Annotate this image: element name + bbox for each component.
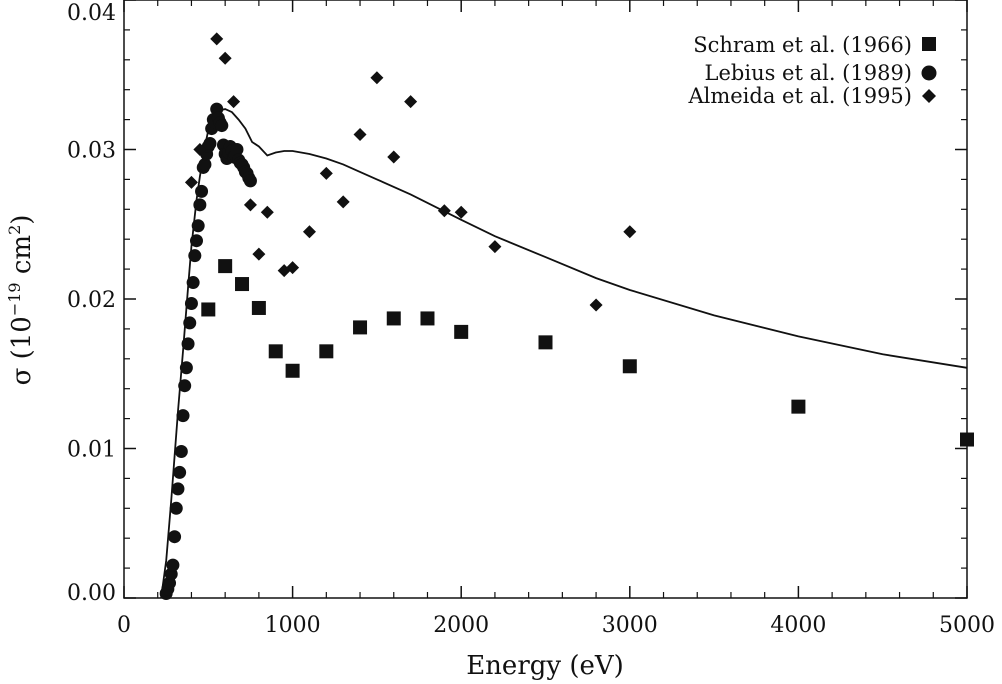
data-point-square [420,311,435,326]
data-point-square [235,277,250,292]
y-axis-title-main: σ (10 [7,316,37,385]
x-tick-label: 4000 [770,613,826,638]
data-point-circle [215,119,229,133]
data-point-diamond [286,261,300,275]
legend-label-almeida: Almeida et al. (1995) [687,84,912,108]
data-point-square [538,335,553,350]
x-tick-label: 0 [117,613,131,638]
y-axis-title-unit: cm [7,235,37,282]
data-point-circle [191,219,205,233]
data-point-diamond [387,150,401,164]
legend-marker-square [922,37,936,51]
data-point-circle [174,444,188,458]
data-point-circle [189,234,203,248]
data-point-diamond [353,128,367,142]
data-point-diamond [319,166,333,180]
data-point-circle [176,409,190,423]
legend-label-schram: Schram et al. (1966) [693,33,912,57]
data-point-circle [179,361,193,375]
data-point-diamond [243,198,257,212]
y-axis-title-exponent: −19 [5,282,24,316]
data-point-diamond [623,225,637,239]
model-curve [160,108,968,599]
legend-label-lebius: Lebius et al. (1989) [705,61,912,85]
data-point-diamond [210,32,224,46]
data-point-diamond [218,51,232,65]
legend-marker-circle [921,65,937,81]
data-point-circle [181,337,195,351]
data-point-diamond [370,71,384,85]
data-point-square [791,399,806,414]
data-point-square [454,324,469,339]
legend: Schram et al. (1966) Lebius et al. (1989… [687,33,937,108]
data-point-diamond [437,204,451,218]
data-point-square [218,259,233,274]
data-point-diamond [184,175,198,189]
data-point-circle [169,501,183,515]
y-axis-title: σ (10−19 cm2) [5,215,37,386]
x-tick-label: 5000 [939,613,995,638]
y-tick-label: 0.02 [67,288,116,313]
data-point-square [386,311,401,326]
data-points-layer [159,32,974,601]
x-tick-label: 1000 [265,613,321,638]
data-point-circle [195,184,209,198]
data-point-circle [186,276,200,290]
data-point-diamond [193,143,207,156]
y-tick-label: 0.01 [67,438,116,463]
data-point-square [319,344,334,359]
data-point-diamond [589,298,603,312]
y-axis-title-close: ) [7,215,37,225]
data-point-circle [203,137,217,151]
data-point-circle [173,465,187,479]
y-tick-label: 0.00 [67,581,116,606]
data-point-circle [243,174,257,188]
data-point-square [960,432,974,447]
model-curve-layer [160,108,968,599]
data-point-diamond [227,95,241,109]
data-point-circle [188,249,202,263]
data-point-diamond [252,247,266,261]
data-point-circle [168,530,182,544]
data-point-circle [171,482,185,496]
y-axis-title-unit-exponent: 2 [5,225,24,235]
data-point-diamond [336,195,350,209]
x-axis-title: Energy (eV) [466,651,624,681]
y-tick-label: 0.04 [67,1,116,26]
data-point-circle [230,143,244,156]
data-point-square [353,320,368,335]
legend-marker-diamond [922,89,936,103]
data-point-circle [198,157,212,171]
data-point-diamond [260,205,274,219]
data-point-diamond [302,225,316,239]
x-tick-label: 2000 [433,613,489,638]
x-tick-label: 3000 [602,613,658,638]
data-point-circle [183,316,197,330]
data-point-circle [193,198,207,212]
data-point-square [251,300,266,315]
data-point-diamond [404,95,418,109]
data-point-square [285,363,300,378]
data-point-square [268,344,283,359]
data-point-circle [166,558,180,572]
axis-ticks: 0 1000 2000 3000 4000 5000 0.00 0.01 0.02 0.03 0.0… [67,0,995,638]
y-tick-label: 0.03 [67,139,116,164]
data-point-diamond [488,240,502,254]
data-point-diamond [454,205,468,219]
data-point-square [622,359,637,374]
data-point-circle [184,296,198,310]
data-point-square [201,302,216,317]
data-point-circle [178,379,192,393]
